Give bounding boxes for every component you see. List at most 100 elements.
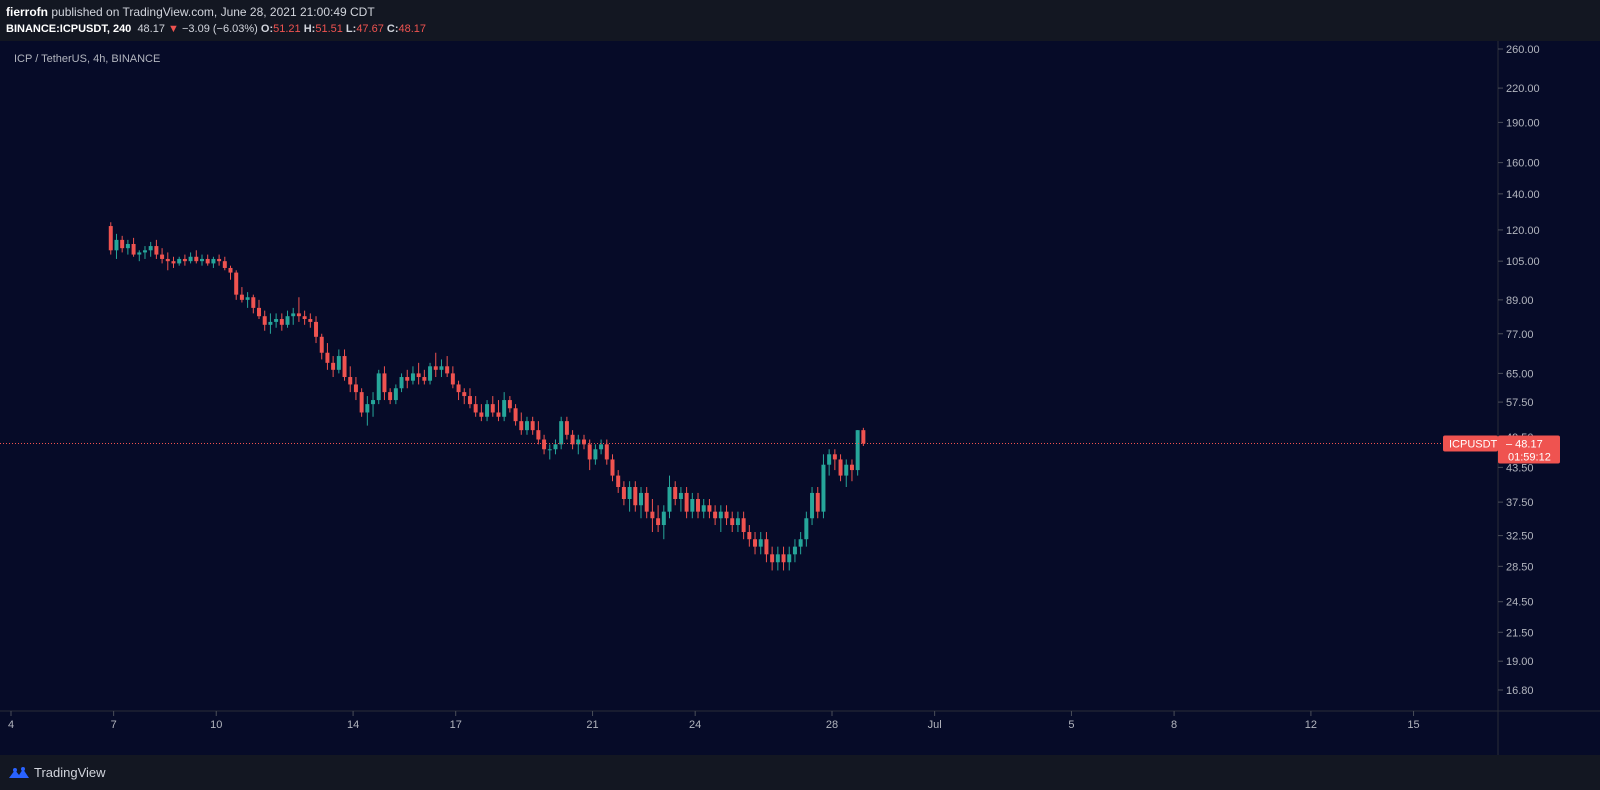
candle-body <box>770 554 775 563</box>
close-value: 48.17 <box>398 23 427 35</box>
tradingview-brand[interactable]: TradingView <box>8 765 106 780</box>
candle-body <box>798 539 803 547</box>
candle-body <box>108 226 113 251</box>
candle-body <box>485 404 490 417</box>
candle-body <box>348 377 353 385</box>
candle-body <box>656 518 661 526</box>
open-value: 51.21 <box>273 23 301 35</box>
price-tick-label: 16.80 <box>1506 685 1534 697</box>
open-label: O: <box>260 23 274 35</box>
brand-name: TradingView <box>34 765 106 780</box>
candle-body <box>125 243 130 249</box>
price-tick-label: 28.50 <box>1506 561 1534 573</box>
chart-header: fierrofn published on TradingView.com, J… <box>0 0 1600 41</box>
price-tick-label: 120.00 <box>1506 225 1540 237</box>
footer: TradingView <box>0 755 1600 790</box>
axis-corner <box>1498 711 1600 755</box>
candle-body <box>735 518 740 526</box>
candle-body <box>445 366 450 374</box>
candle-body <box>838 459 843 476</box>
author-name[interactable]: fierrofn <box>6 5 48 19</box>
last-price-symbol: ICPUSDT <box>1449 439 1498 451</box>
candle-body <box>239 294 244 300</box>
candle-body <box>810 492 815 519</box>
candle-body <box>502 400 507 417</box>
plot-background <box>0 41 1498 711</box>
publish-info: fierrofn published on TradingView.com, J… <box>6 5 375 19</box>
candle-body <box>815 492 820 512</box>
candle-body <box>849 464 854 471</box>
low-label: L: <box>345 23 357 35</box>
price-change: −3.09 (−6.03%) <box>181 23 258 35</box>
candle-body <box>542 439 547 450</box>
candle-body <box>553 444 558 450</box>
candle-body <box>388 392 393 401</box>
candle-body <box>245 297 250 300</box>
candle-body <box>165 258 170 262</box>
last-price-value-box <box>1498 435 1560 464</box>
candle-body <box>747 532 752 540</box>
candle-body <box>764 539 769 555</box>
candle-body <box>148 246 153 251</box>
candle-body <box>251 297 256 308</box>
candle-body <box>439 366 444 370</box>
candle-body <box>342 356 347 378</box>
price-tick-label: 21.50 <box>1506 627 1534 639</box>
candle-body <box>576 439 581 445</box>
candle-body <box>741 518 746 533</box>
candle-body <box>599 444 604 450</box>
bar-countdown: 01:59:12 <box>1508 452 1551 464</box>
candle-body <box>604 444 609 460</box>
last-price-symbol-box <box>1443 435 1498 452</box>
candle-body <box>194 256 199 262</box>
candle-body <box>564 421 569 435</box>
candle-body <box>462 392 467 397</box>
candle-body <box>696 499 701 512</box>
candle-body <box>496 412 501 417</box>
candle-body <box>467 396 472 405</box>
candle-body <box>678 492 683 500</box>
price-tick-label: 19.00 <box>1506 656 1534 668</box>
candle-body <box>142 250 147 253</box>
candle-body <box>160 254 165 259</box>
candle-body <box>234 272 239 295</box>
time-axis-ticks: 4 7 10 14 17 21 24 28 Jul 5 8 12 15 <box>8 711 1420 731</box>
candle-body <box>559 421 564 445</box>
price-tick-label: 140.00 <box>1506 189 1540 201</box>
candles-group <box>108 222 866 571</box>
price-tick-label: 24.50 <box>1506 597 1534 609</box>
candlestick-chart[interactable]: ICP / TetherUS, 4h, BINANCE 260.00 220.00… <box>0 41 1600 755</box>
candle-body <box>416 373 421 378</box>
candle-body <box>861 430 866 444</box>
price-tick-label: 32.50 <box>1506 531 1534 543</box>
candle-body <box>530 421 535 431</box>
symbol-label[interactable]: BINANCE:ICPUSDT, 240 <box>6 23 132 35</box>
chart-area[interactable]: ICP / TetherUS, 4h, BINANCE 260.00 220.00… <box>0 41 1600 755</box>
candle-body <box>639 492 643 506</box>
candle-body <box>296 313 301 317</box>
time-tick-label: 21 <box>586 719 598 731</box>
price-tick-label: 190.00 <box>1506 117 1540 129</box>
time-axis-background[interactable] <box>0 711 1498 755</box>
candle-body <box>490 404 495 413</box>
candle-body <box>473 404 478 413</box>
ohlc-legend: BINANCE:ICPUSDT, 240 48.17 ▼ −3.09 (−6.0… <box>6 23 426 35</box>
candle-body <box>593 449 598 460</box>
candle-body <box>524 421 529 431</box>
price-tick-label: 89.00 <box>1506 295 1534 307</box>
candle-body <box>188 256 193 262</box>
candle-body <box>433 366 438 370</box>
candle-body <box>177 258 182 264</box>
candle-body <box>285 316 290 325</box>
candle-body <box>268 321 273 325</box>
candle-body <box>667 487 672 512</box>
candle-body <box>633 487 638 506</box>
candle-body <box>120 239 125 249</box>
high-label: H: <box>303 23 316 35</box>
price-axis-background[interactable] <box>1498 41 1600 711</box>
time-tick-label: 8 <box>1171 719 1177 731</box>
candle-body <box>428 366 433 381</box>
candle-body <box>302 316 307 320</box>
candle-body <box>154 246 159 255</box>
